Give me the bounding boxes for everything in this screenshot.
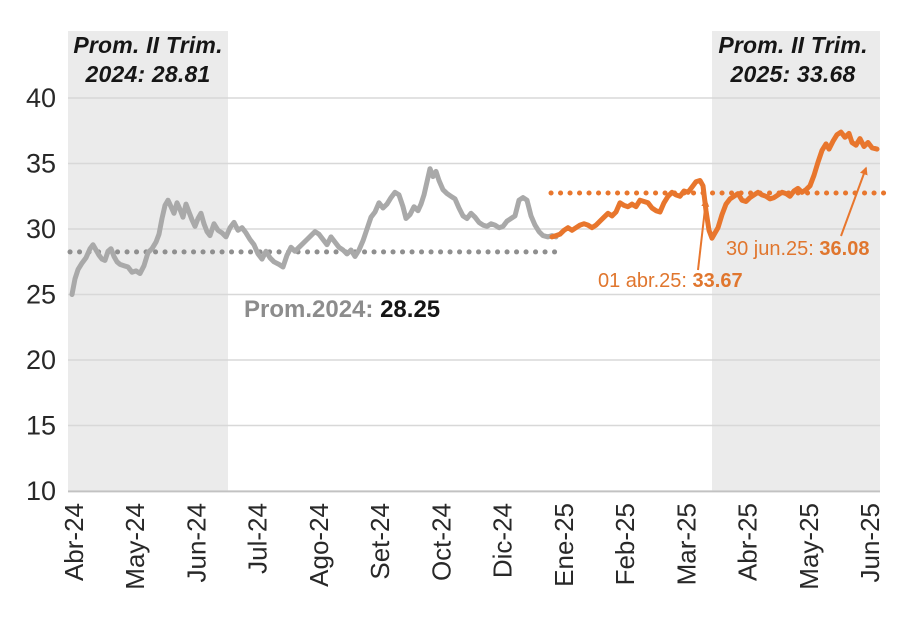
x-tick-label-Jul-24: Jul-24 [243, 503, 273, 574]
highlight-bands [68, 31, 880, 491]
annotation-arrows [697, 166, 868, 271]
series-line-2024 [69, 166, 559, 297]
x-tick-label-Jun-25: Jun-25 [855, 503, 885, 583]
x-tick-label-Ene-25: Ene-25 [549, 503, 579, 587]
annotation-prom-ii-trim-2025-line1: Prom. II Trim. [718, 32, 868, 58]
x-tick-label-May-25: May-25 [794, 503, 824, 590]
series-line-2025 [549, 129, 880, 241]
x-tick-label-Mar-25: Mar-25 [671, 503, 701, 585]
annotation-prom-ii-trim-2024-line2: 2024: 28.81 [85, 61, 211, 87]
y-tick-label-10: 10 [26, 476, 56, 506]
x-tick-label-Dic-24: Dic-24 [488, 503, 518, 578]
y-tick-label-30: 30 [26, 214, 56, 244]
annotation-prom-ii-trim-2025-line2: 2025: 33.68 [730, 61, 856, 87]
annotation-01-abr-25-label: 01 abr.25: [598, 270, 687, 292]
x-tick-label-Set-24: Set-24 [365, 503, 395, 580]
reference-lines [67, 190, 887, 255]
x-tick-label-Feb-25: Feb-25 [610, 503, 640, 585]
annotation-prom-2024-average: Prom.2024: 28.25 [244, 296, 440, 324]
highlight-band-II-trim-2025 [712, 31, 880, 491]
y-tick-label-20: 20 [26, 345, 56, 375]
arrow-01-abr-25 [697, 198, 710, 271]
y-tick-label-35: 35 [26, 149, 56, 179]
annotation-point-01-abr-25: 01 abr.25: 33.67 [598, 270, 743, 293]
annotation-01-abr-25-value: 33.67 [692, 270, 743, 292]
annotation-30-jun-25-label: 30 jun.25: [726, 238, 814, 260]
y-axis-labels: 10 15 20 25 30 35 40 [26, 83, 56, 506]
x-tick-label-Oct-24: Oct-24 [426, 503, 456, 581]
annotation-30-jun-25-value: 36.08 [819, 238, 870, 260]
x-tick-label-May-24: May-24 [120, 503, 150, 590]
y-tick-label-25: 25 [26, 280, 56, 310]
annotation-point-30-jun-25: 30 jun.25: 36.08 [726, 238, 869, 261]
x-tick-label-Ago-24: Ago-24 [304, 503, 334, 587]
x-tick-label-Abr-25: Abr-25 [733, 503, 763, 581]
y-tick-label-15: 15 [26, 411, 56, 441]
y-tick-label-40: 40 [26, 83, 56, 113]
x-axis-labels: Abr-24 May-24 Jun-24 Jul-24 Ago-24 Set-24 Oct-… [59, 503, 885, 590]
annotation-prom-2024-value: 28.25 [380, 296, 441, 323]
annotation-prom-ii-trim-2024: Prom. II Trim. 2024: 28.81 [48, 31, 248, 89]
x-tick-label-Abr-24: Abr-24 [59, 503, 89, 581]
arrow-30-jun-25 [840, 166, 868, 237]
series-lines [69, 129, 880, 297]
annotation-prom-ii-trim-2024-line1: Prom. II Trim. [73, 32, 223, 58]
x-tick-label-Jun-24: Jun-24 [181, 503, 211, 583]
annotation-prom-2024-label: Prom.2024: [244, 296, 374, 323]
annotation-prom-ii-trim-2025: Prom. II Trim. 2025: 33.68 [693, 31, 893, 89]
